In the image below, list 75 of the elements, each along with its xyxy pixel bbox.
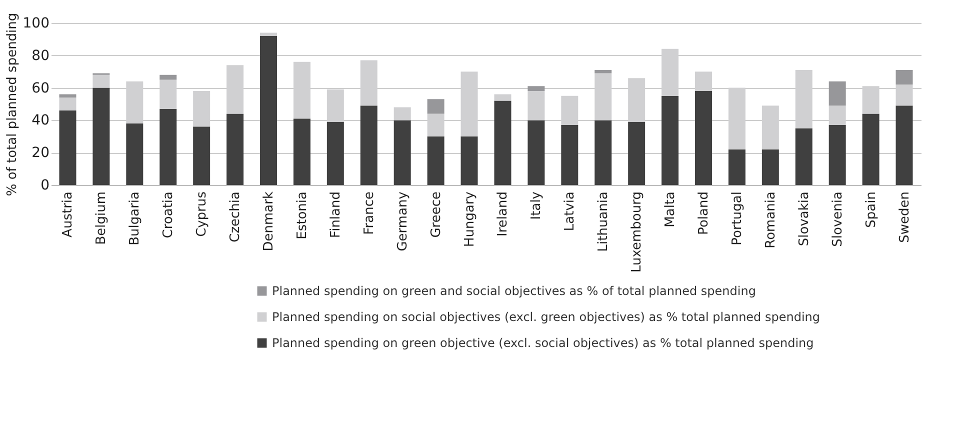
x-tick-label: Bulgaria — [128, 192, 143, 246]
y-tick-label: 40 — [32, 112, 50, 129]
bar — [896, 106, 913, 185]
x-tick-label: Sweden — [897, 192, 912, 243]
y-tick-label: 0 — [40, 178, 50, 194]
bar — [160, 108, 177, 185]
y-axis-title: % of total planned spending — [4, 12, 20, 196]
x-tick-label: Croatia — [161, 192, 176, 238]
bar — [494, 94, 512, 101]
x-tick-label: Hungary — [462, 191, 478, 248]
x-tick-label: Belgium — [94, 192, 110, 245]
y-tick-label: 80 — [32, 48, 50, 64]
legend-label: Planned spending on social objectives (excl. green objectives) as % total planned spending — [272, 310, 820, 324]
legend-label: Planned spending on green objective (excl. social objectives) as % total planned spending — [272, 336, 814, 350]
bar — [528, 120, 545, 185]
y-tick-label: 20 — [32, 145, 50, 162]
bar — [896, 70, 913, 85]
x-tick-label: Poland — [696, 192, 712, 235]
x-tick-label: Luxembourg — [630, 192, 645, 273]
x-tick-label: Austria — [60, 192, 76, 238]
bar — [561, 125, 578, 185]
y-tick-label: 60 — [32, 80, 50, 96]
bar — [427, 99, 444, 114]
x-tick-label: Italy — [529, 191, 544, 220]
x-tick-label: Portugal — [730, 192, 745, 246]
x-tick-label: Czechia — [228, 192, 244, 242]
bar — [59, 110, 76, 185]
bar — [394, 107, 411, 120]
legend-label: Planned spending on green and social objectives as % of total planned spending — [272, 284, 756, 298]
bar — [360, 106, 378, 185]
x-tick-label: Lithuania — [596, 192, 612, 252]
bar — [92, 88, 110, 185]
bar — [494, 100, 512, 185]
bar — [628, 122, 646, 185]
bar — [59, 98, 76, 110]
x-tick-label: Ireland — [496, 192, 511, 236]
x-tick-label: Malta — [663, 192, 678, 228]
bar — [293, 118, 310, 185]
bar — [762, 149, 779, 185]
bar — [59, 94, 76, 98]
x-tick-label: Spain — [864, 192, 879, 228]
bar — [160, 74, 177, 80]
x-tick-label: Estonia — [294, 192, 310, 240]
bar — [728, 149, 746, 185]
bar — [695, 91, 712, 185]
bar — [828, 125, 846, 185]
bar — [594, 120, 612, 185]
bar — [326, 122, 344, 185]
bar — [260, 36, 277, 185]
x-tick-label: Romania — [763, 192, 778, 248]
bar — [528, 91, 545, 120]
y-tick-label: 100 — [22, 16, 50, 32]
bar — [260, 32, 277, 36]
x-tick-label: Cyprus — [194, 191, 210, 237]
x-tick-label: Latvia — [562, 192, 578, 232]
bar — [862, 114, 880, 185]
x-tick-label: Finland — [328, 192, 344, 238]
bar — [528, 86, 545, 92]
x-tick-label: Germany — [395, 191, 410, 252]
bar — [460, 136, 478, 185]
bar — [126, 123, 144, 185]
bar — [594, 70, 612, 74]
bar — [662, 96, 679, 185]
bar — [828, 81, 846, 106]
bar — [92, 74, 110, 88]
bar — [226, 114, 244, 185]
x-tick-label: France — [362, 192, 377, 235]
x-tick-label: Greece — [428, 192, 444, 238]
bar — [427, 136, 444, 185]
x-tick-label: Slovakia — [796, 192, 812, 246]
x-tick-label: Denmark — [262, 191, 276, 252]
bar — [394, 120, 411, 185]
bar — [795, 128, 812, 185]
x-tick-label: Slovenia — [830, 192, 846, 247]
bar — [193, 126, 210, 185]
